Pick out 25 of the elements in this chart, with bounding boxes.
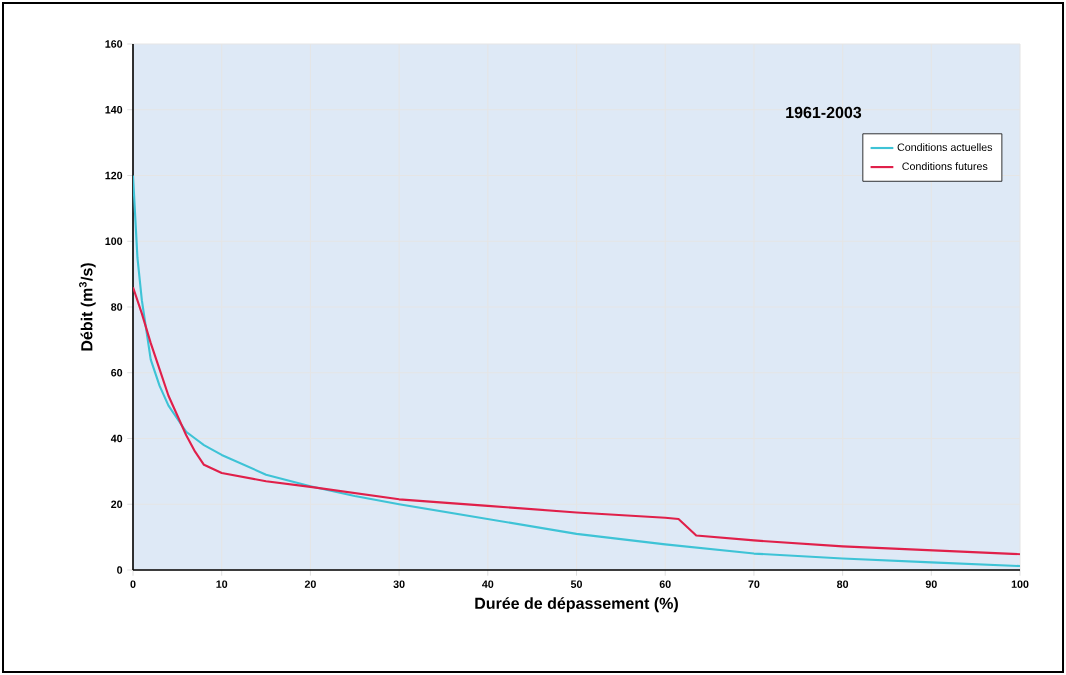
x-tick-label: 20 [304,580,316,588]
x-tick-label: 80 [837,580,849,588]
y-tick-label: 160 [105,40,123,48]
y-tick-label: 140 [105,105,123,114]
x-tick-label: 100 [1011,580,1029,588]
legend-label: Conditions futures [902,162,988,171]
x-tick-label: 30 [393,580,405,588]
y-tick-label: 80 [111,303,123,311]
x-tick-label: 70 [748,580,760,588]
x-axis-title: Durée de dépassement (%) [475,597,678,613]
legend-label: Conditions actuelles [897,143,993,151]
x-tick-label: 0 [130,580,136,588]
y-tick-label: 60 [111,368,123,377]
y-tick-label: 20 [111,500,123,509]
y-tick-label: 100 [105,237,123,246]
x-tick-label: 40 [482,580,494,588]
x-tick-label: 90 [925,580,937,588]
x-tick-label: 60 [659,580,671,588]
y-axis-title: Débit (m$^{3}$/s) [79,263,96,351]
y-tick-label: 120 [105,171,123,180]
legend-title: 1961-2003 [786,106,862,119]
x-tick-label: 10 [216,580,228,588]
y-tick-label: 40 [110,434,123,443]
x-tick-label: 50 [570,580,583,588]
y-tick-label: 0 [117,566,123,574]
